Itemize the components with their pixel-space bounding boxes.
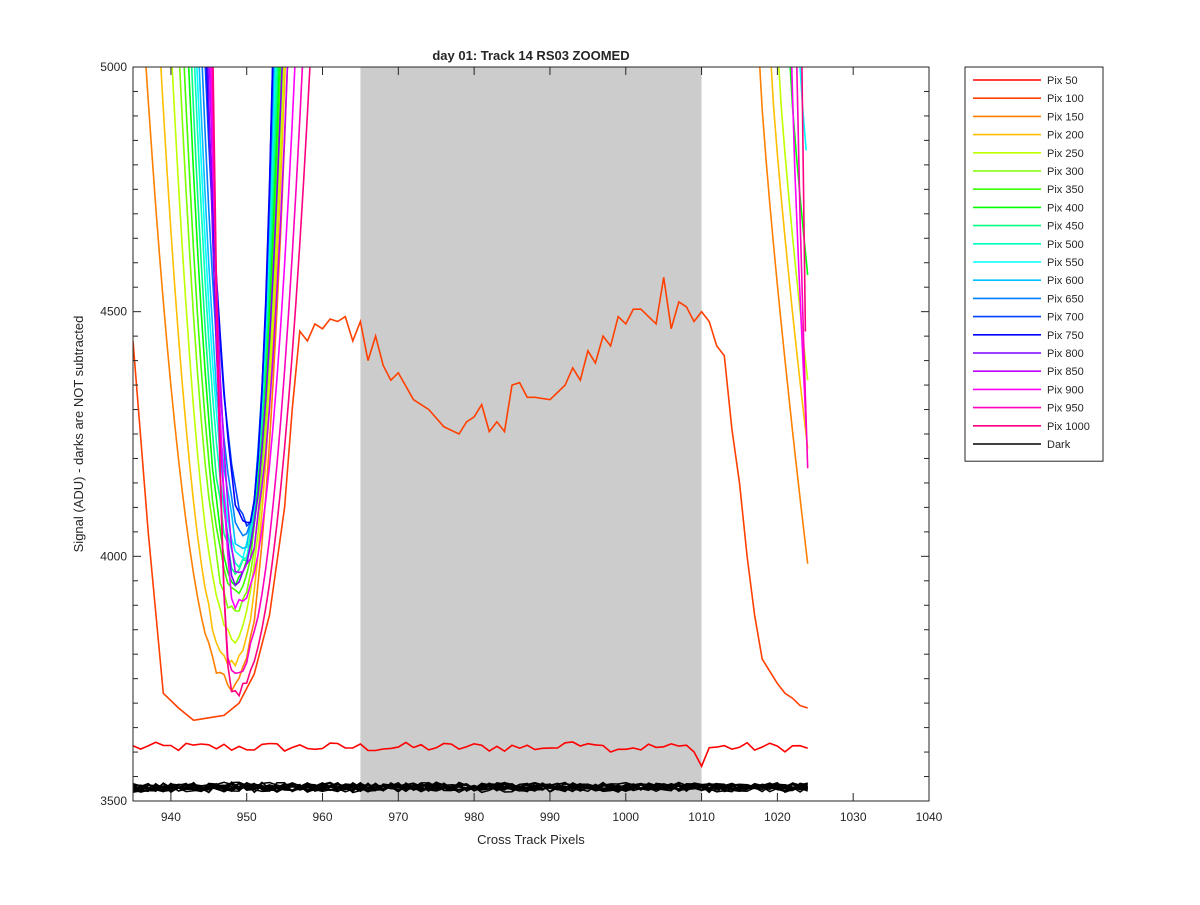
x-tick-label: 1010 xyxy=(688,810,715,824)
legend-label: Pix 700 xyxy=(1047,312,1084,324)
series-pix-1000-line xyxy=(212,67,311,698)
legend-label: Pix 1000 xyxy=(1047,421,1090,433)
y-tick-label: 4000 xyxy=(100,549,127,563)
series-pix-50-line xyxy=(133,741,808,769)
legend-label: Pix 450 xyxy=(1047,221,1084,233)
x-tick-label: 1000 xyxy=(612,810,639,824)
x-tick-label: 990 xyxy=(540,810,560,824)
series-pix-450-line xyxy=(190,67,279,576)
x-axis-label: Cross Track Pixels xyxy=(477,832,585,847)
series-pix-900-tail xyxy=(790,67,807,428)
x-tick-label: 960 xyxy=(313,810,333,824)
legend-label: Pix 850 xyxy=(1047,366,1084,378)
legend-label: Pix 100 xyxy=(1047,93,1084,105)
x-tick-label: 950 xyxy=(237,810,257,824)
x-tick-label: 1040 xyxy=(916,810,943,824)
y-tick-label: 5000 xyxy=(100,60,127,74)
legend-label: Pix 550 xyxy=(1047,257,1084,269)
y-tick-label: 3500 xyxy=(100,794,127,808)
series-pix-300-line xyxy=(178,67,283,612)
legend-label: Pix 500 xyxy=(1047,239,1084,251)
legend-label: Pix 900 xyxy=(1047,384,1084,396)
legend-box xyxy=(964,66,1104,462)
legend-label: Pix 950 xyxy=(1047,403,1084,415)
chart-title: day 01: Track 14 RS03 ZOOMED xyxy=(432,48,629,63)
x-tick-label: 940 xyxy=(161,810,181,824)
series-pix-1000-tail xyxy=(801,67,807,332)
x-tick-label: 1030 xyxy=(840,810,867,824)
series-pix-150-line xyxy=(145,67,289,693)
legend-label: Pix 250 xyxy=(1047,148,1084,160)
series-pix-550-tail xyxy=(799,67,807,151)
legend-label: Dark xyxy=(1047,439,1071,451)
legend-label: Pix 350 xyxy=(1047,184,1084,196)
series-pix-200-line xyxy=(160,67,286,668)
series-pix-900-line xyxy=(210,67,296,611)
legend-label: Pix 800 xyxy=(1047,348,1084,360)
legend-label: Pix 600 xyxy=(1047,275,1084,287)
series-pix-950-tail xyxy=(796,67,809,469)
x-tick-label: 980 xyxy=(464,810,484,824)
series-pix-250-line xyxy=(171,67,285,645)
y-tick-label: 4500 xyxy=(100,305,127,319)
series-dark-line-14 xyxy=(133,781,809,794)
legend-label: Pix 50 xyxy=(1047,75,1078,87)
legend-label: Pix 400 xyxy=(1047,202,1084,214)
shaded-region xyxy=(360,67,702,801)
legend: Pix 50 Pix 100 Pix 150 Pix 200 Pix 250 Pix 30… xyxy=(964,66,1104,462)
series-pix-150-tail xyxy=(758,67,809,564)
series-pix-750-line xyxy=(205,67,274,524)
legend-label: Pix 200 xyxy=(1047,130,1084,142)
legend-label: Pix 150 xyxy=(1047,111,1084,123)
legend-label: Pix 650 xyxy=(1047,293,1084,305)
legend-label: Pix 300 xyxy=(1047,166,1084,178)
legend-label: Pix 750 xyxy=(1047,330,1084,342)
x-tick-label: 1020 xyxy=(764,810,791,824)
series-pix-200-tail xyxy=(770,67,809,449)
series-pix-100-line xyxy=(133,277,808,722)
x-tick-label: 970 xyxy=(388,810,408,824)
y-axis-label: Signal (ADU) - darks are NOT subtracted xyxy=(71,316,86,553)
